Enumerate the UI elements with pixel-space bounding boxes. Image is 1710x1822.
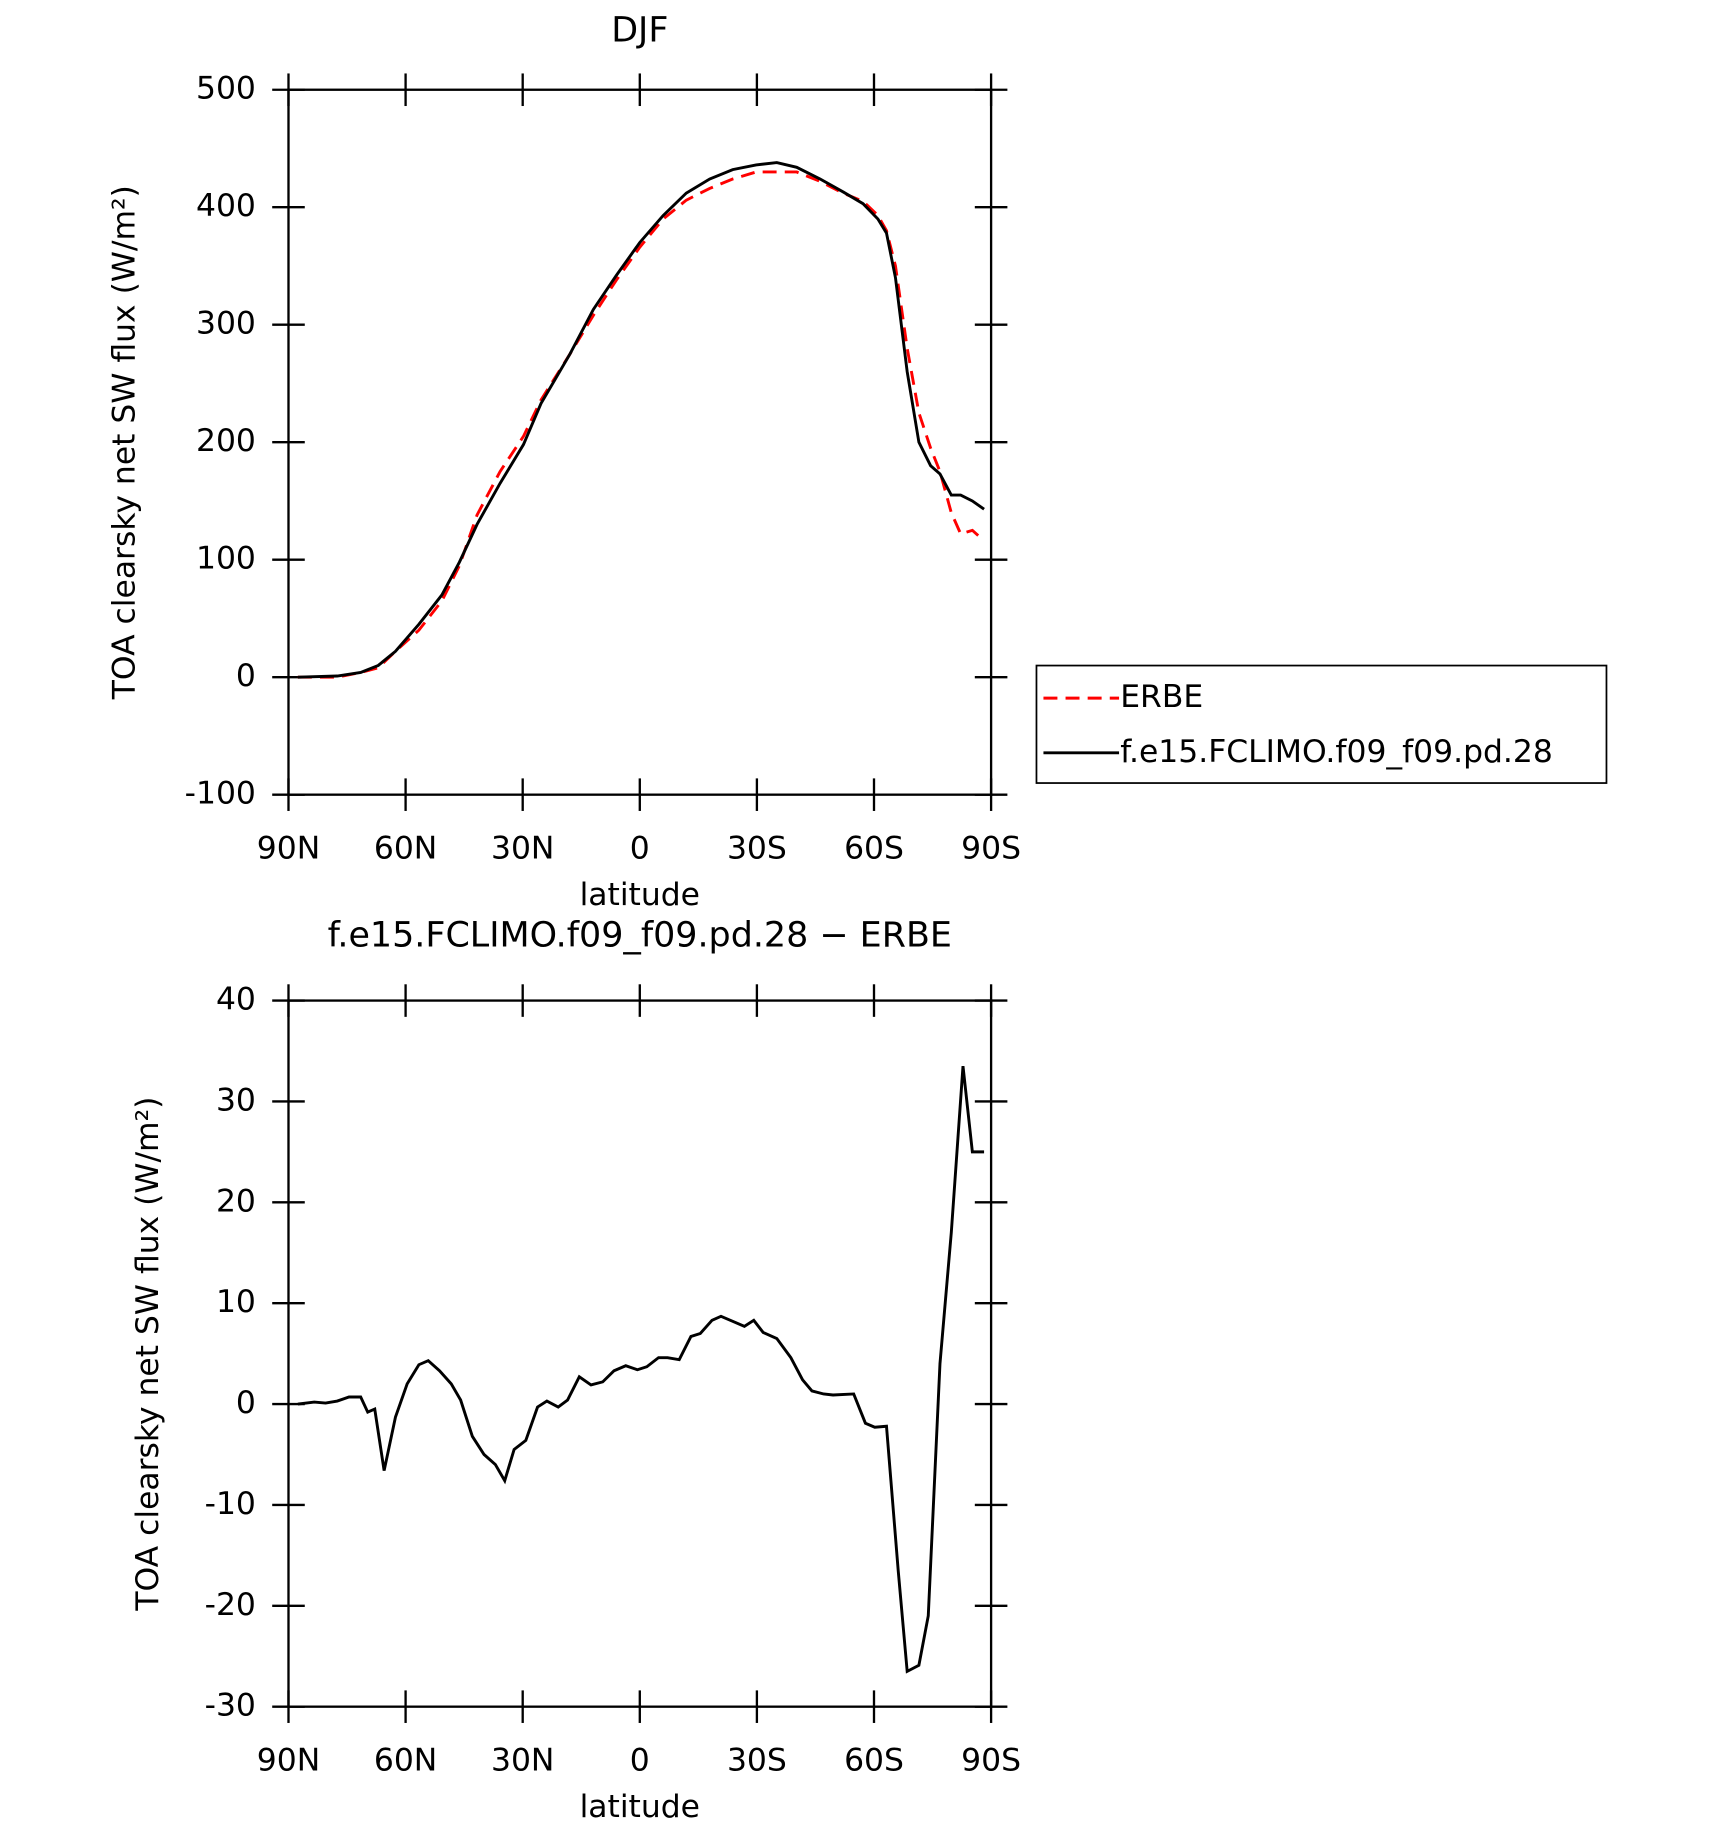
y-tick-label: -100 <box>185 776 256 812</box>
y-tick-label: 0 <box>236 1385 256 1421</box>
y-tick-label: 40 <box>216 982 256 1018</box>
chart-title: f.e15.FCLIMO.f09_f09.pd.28 − ERBE <box>328 916 952 956</box>
legend-label: f.e15.FCLIMO.f09_f09.pd.28 <box>1120 734 1553 770</box>
y-tick-label: 10 <box>216 1284 256 1320</box>
y-tick-label: -30 <box>205 1688 256 1724</box>
data-line <box>297 161 985 679</box>
y-axis-label: TOA clearsky net SW flux (W/m²) <box>107 185 143 700</box>
x-tick-label: 30N <box>491 830 554 866</box>
x-tick-label: 60N <box>374 830 437 866</box>
x-tick-label: 60S <box>844 830 904 866</box>
plot-frame <box>287 999 993 1708</box>
y-tick-label: -10 <box>205 1486 256 1522</box>
plot-frame <box>287 88 993 796</box>
y-tick-label: 500 <box>196 71 256 107</box>
x-tick-label: 90S <box>961 830 1021 866</box>
x-tick-label: 30S <box>727 830 787 866</box>
chart-title: DJF <box>611 11 668 51</box>
data-line <box>297 1065 985 1674</box>
y-tick-label: 0 <box>236 658 256 694</box>
data-line <box>297 170 986 679</box>
y-tick-label: 20 <box>216 1183 256 1219</box>
x-tick-label: 90N <box>257 1742 320 1778</box>
legend-box <box>1035 664 1608 784</box>
legend-label: ERBE <box>1120 679 1203 715</box>
x-tick-label: 0 <box>630 830 650 866</box>
x-axis-label: latitude <box>580 1789 700 1822</box>
x-tick-label: 60N <box>374 1742 437 1778</box>
y-tick-label: 30 <box>216 1082 256 1118</box>
y-tick-label: 400 <box>196 188 256 224</box>
y-tick-label: 200 <box>196 423 256 459</box>
x-tick-label: 0 <box>630 1742 650 1778</box>
x-tick-label: 90S <box>961 1742 1021 1778</box>
y-tick-label: 100 <box>196 541 256 577</box>
y-tick-label: 300 <box>196 306 256 342</box>
x-tick-label: 60S <box>844 1742 904 1778</box>
x-axis-label: latitude <box>580 877 700 913</box>
x-tick-label: 30N <box>491 1742 554 1778</box>
y-axis-label: TOA clearsky net SW flux (W/m²) <box>130 1097 166 1612</box>
x-tick-label: 30S <box>727 1742 787 1778</box>
x-tick-label: 90N <box>257 830 320 866</box>
y-tick-label: -20 <box>205 1587 256 1623</box>
